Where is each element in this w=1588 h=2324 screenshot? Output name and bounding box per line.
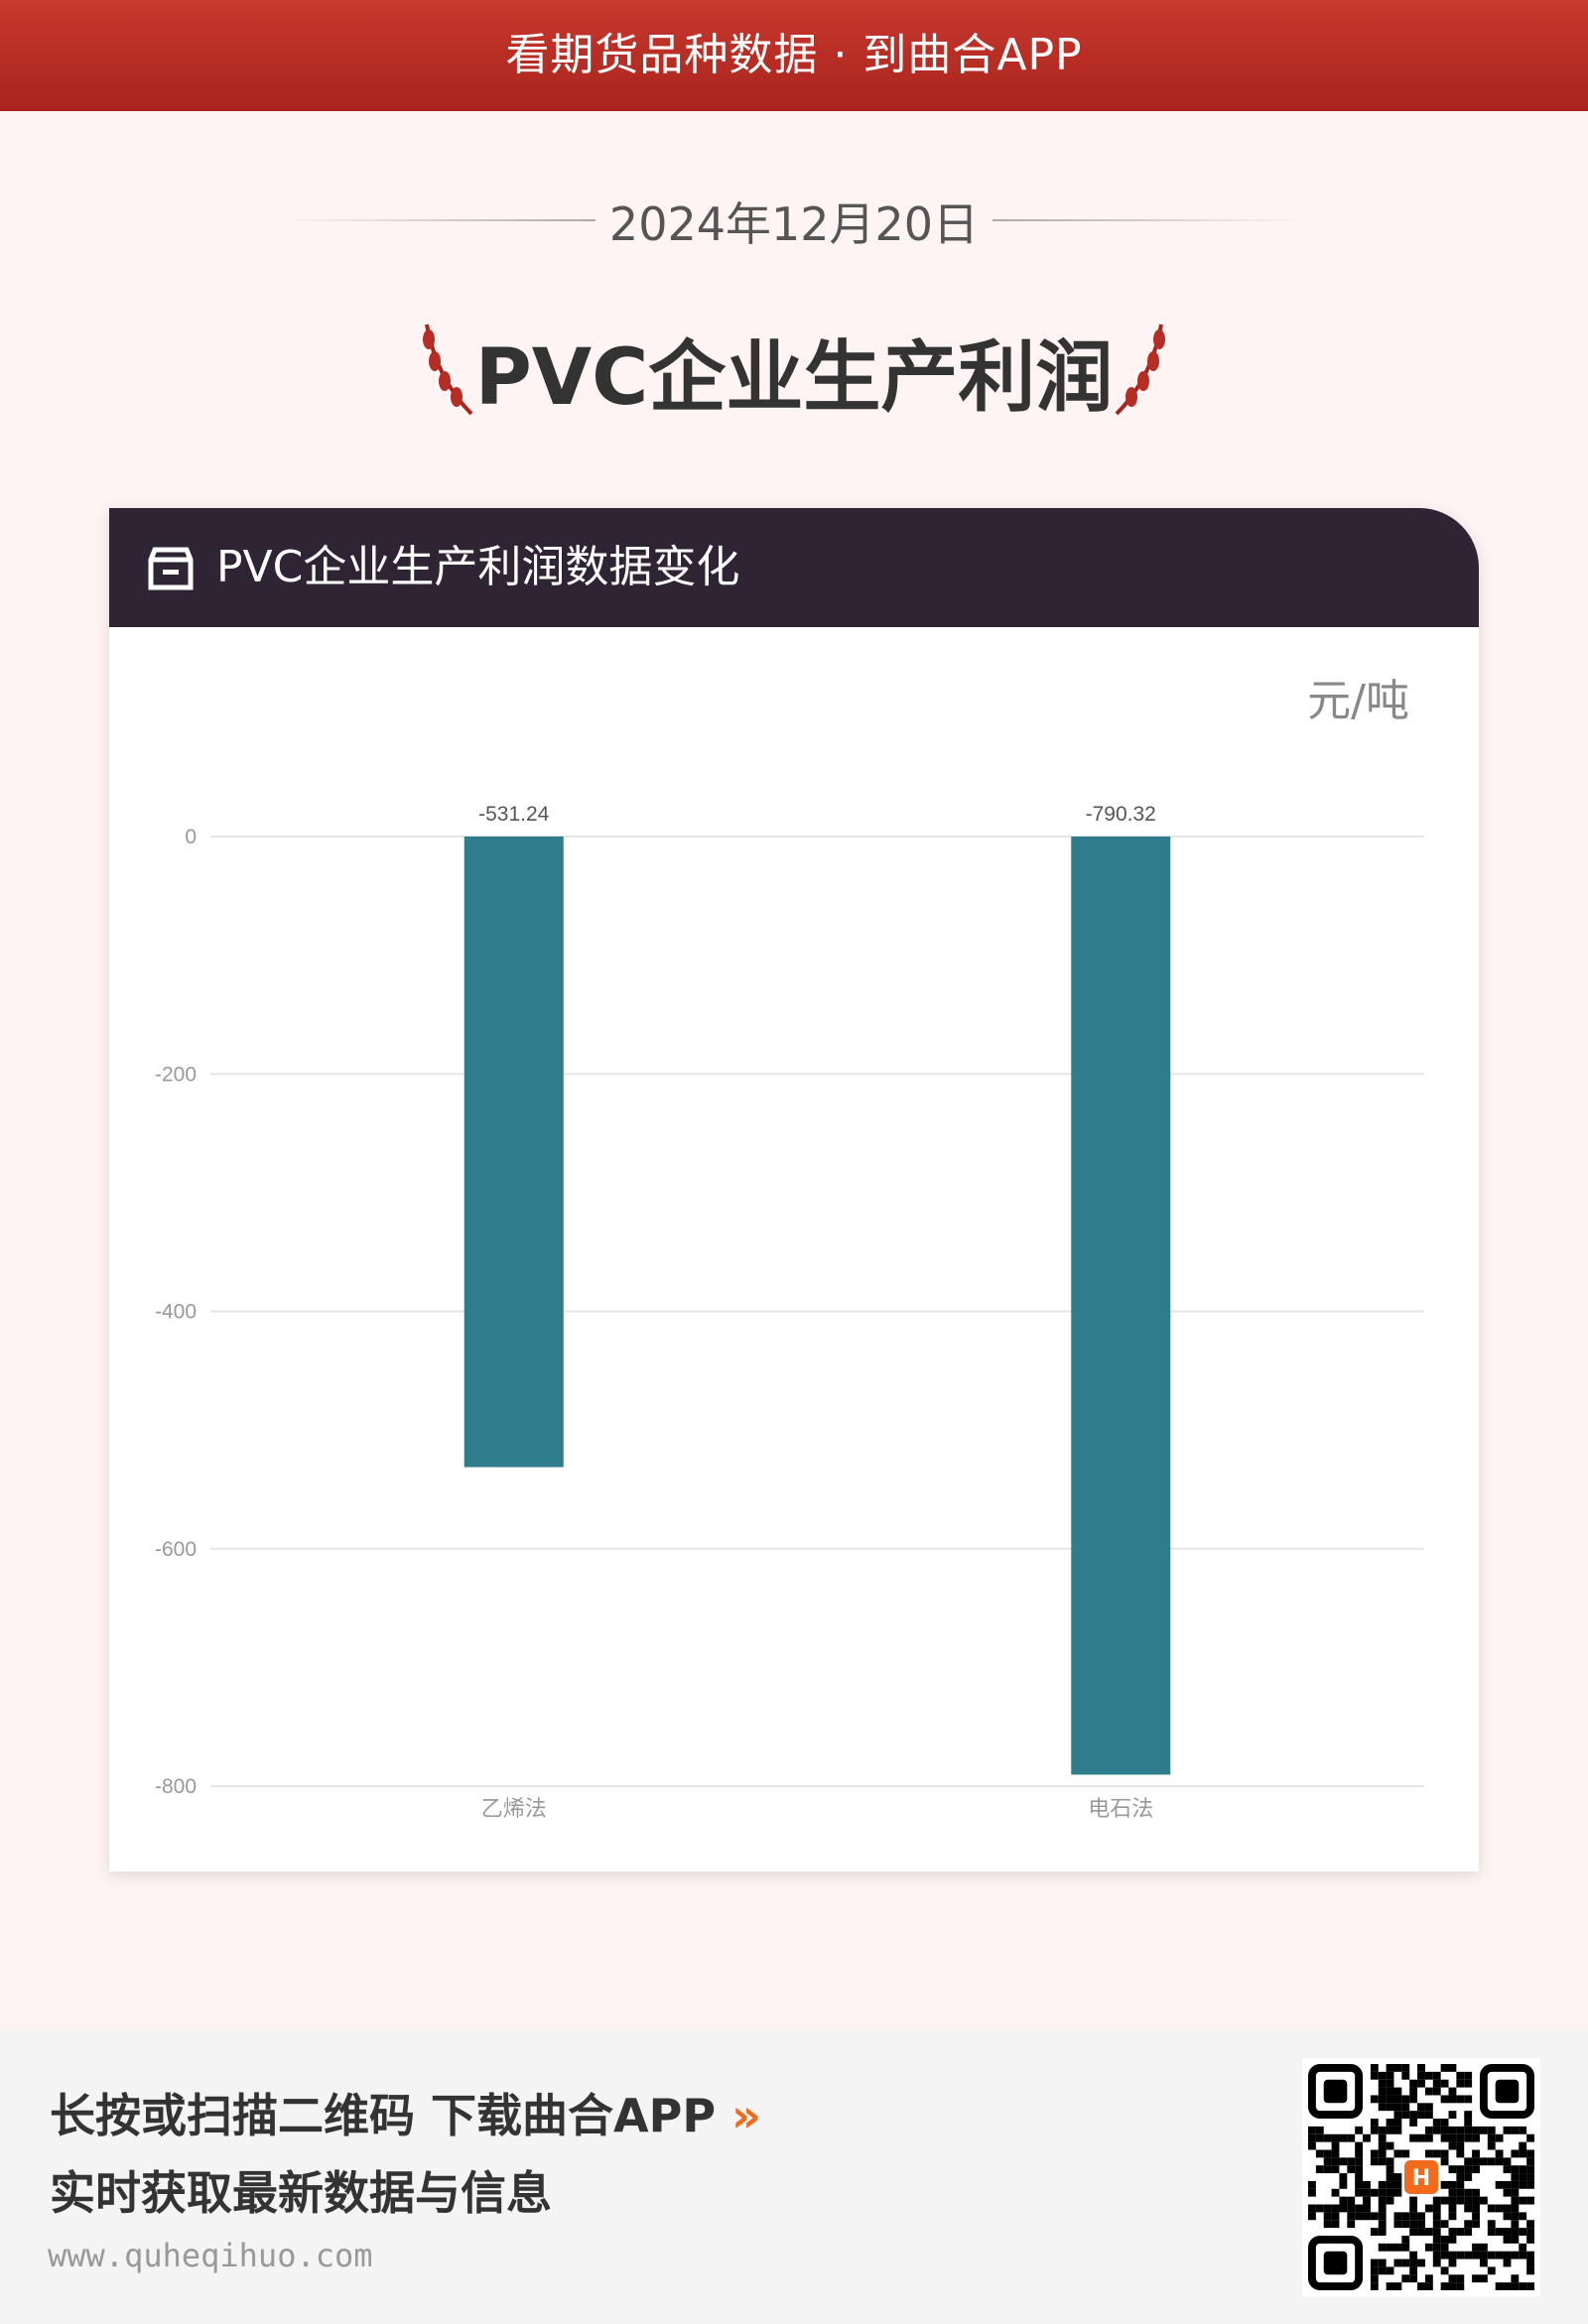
svg-text:H: H	[1412, 2166, 1430, 2191]
data-label: -531.24	[478, 803, 550, 826]
data-label: -790.32	[1086, 803, 1156, 826]
y-tick-label: -400	[155, 1301, 197, 1324]
x-category-label: 乙烯法	[481, 1797, 547, 1822]
date-divider-left	[288, 219, 596, 221]
top-banner[interactable]: 看期货品种数据 · 到曲合APP	[0, 0, 1588, 111]
page-title: PVC企业生产利润	[474, 333, 1114, 423]
report-date: 2024年12月20日	[608, 197, 980, 251]
bar	[463, 837, 564, 1468]
app-logo-icon	[1404, 2160, 1438, 2194]
archive-box-icon	[148, 547, 194, 590]
download-text: 长按或扫描二维码 下载曲合APP	[50, 2089, 717, 2142]
footer-subtitle: 实时获取最新数据与信息	[50, 2166, 552, 2220]
chart-card: PVC企业生产利润数据变化 元/吨 0 -200 -400 -600 -800 -531.…	[109, 508, 1479, 1872]
y-tick-label: -200	[155, 1063, 197, 1086]
laurel-left-icon	[423, 323, 473, 416]
footer: 长按或扫描二维码 下载曲合APP » 实时获取最新数据与信息 www.quheqi…	[0, 2030, 1588, 2324]
unit-label: 元/吨	[1307, 676, 1409, 726]
laurel-right-icon	[1115, 323, 1165, 416]
card-header: PVC企业生产利润数据变化	[109, 508, 1479, 627]
double-chevron-icon: »	[731, 2089, 761, 2142]
x-category-label: 电石法	[1088, 1797, 1153, 1822]
download-prompt[interactable]: 长按或扫描二维码 下载曲合APP »	[50, 2080, 761, 2145]
card-title: PVC企业生产利润数据变化	[216, 542, 740, 592]
y-tick-label: -600	[155, 1538, 197, 1561]
bar-chart: 0 -200 -400 -600 -800 -531.24 乙烯法 -790.32 电石法	[155, 803, 1424, 1822]
qr-code[interactable]: H	[1302, 2058, 1540, 2296]
bar	[1071, 837, 1171, 1775]
y-tick-label: 0	[185, 826, 197, 848]
y-tick-label: -800	[155, 1775, 197, 1798]
website-url[interactable]: www.quheqihuo.com	[48, 2237, 373, 2274]
